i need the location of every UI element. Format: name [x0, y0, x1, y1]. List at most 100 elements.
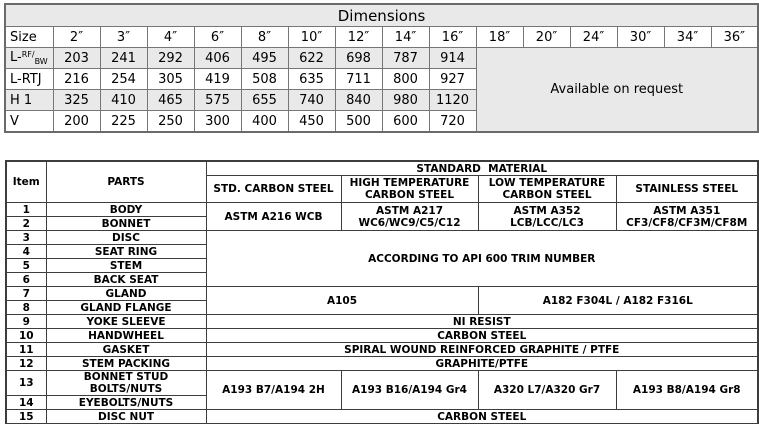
table-row: 12 STEM PACKING GRAPHITE/PTFE — [5, 356, 759, 371]
size-header-cell: 10″ — [287, 26, 336, 48]
item-cell: 3 — [5, 230, 47, 245]
material-value-cell: CARBON STEEL — [205, 328, 759, 343]
header-line: CARBON STEEL — [364, 189, 455, 201]
part-cell: EYEBOLTS/NUTS — [45, 395, 207, 410]
dim-value-cell: 980 — [381, 89, 430, 111]
dim-value-cell: 800 — [381, 68, 430, 90]
material-value-cell: A105 — [205, 286, 479, 315]
size-header-row: Size 2″ 3″ 4″ 6″ 8″ 10″ 12″ 14″ 16″ 18″ … — [4, 26, 759, 48]
table-row: 10 HANDWHEEL CARBON STEEL — [5, 328, 759, 343]
material-value-cell: CARBON STEEL — [205, 409, 759, 424]
size-header-cell: 30″ — [616, 26, 665, 48]
material-value-cell: SPIRAL WOUND REINFORCED GRAPHITE / PTFE — [205, 342, 759, 357]
material-value-cell: A182 F304L / A182 F316L — [477, 286, 759, 315]
parts-column-header: PARTS — [45, 160, 207, 203]
dim-value-cell: 325 — [52, 89, 101, 111]
dim-value-cell: 500 — [334, 110, 383, 133]
size-header-cell: 24″ — [569, 26, 618, 48]
value-line: LCB/LCC/LC3 — [510, 216, 584, 229]
item-cell: 12 — [5, 356, 47, 371]
item-cell: 10 — [5, 328, 47, 343]
size-header-cell: 36″ — [710, 26, 759, 48]
dim-value-cell: 406 — [193, 47, 242, 69]
item-cell: 2 — [5, 216, 47, 231]
dim-value-cell: 600 — [381, 110, 430, 133]
dim-value-cell: 711 — [334, 68, 383, 90]
dim-row-label: H 1 — [4, 89, 54, 111]
value-line: ASTM A351 — [653, 204, 721, 217]
table-row: 1 BODY ASTM A216 WCB ASTM A217 WC6/WC9/C… — [5, 202, 759, 231]
materials-table: Item PARTS STANDARD MATERIAL STD. CARBON… — [5, 160, 759, 424]
header-line: STAINLESS STEEL — [635, 183, 739, 195]
part-cell: STEM PACKING — [45, 356, 207, 371]
item-cell: 6 — [5, 272, 47, 287]
item-cell: 8 — [5, 300, 47, 315]
available-on-request-cell: Available on request — [475, 47, 759, 133]
header-line: CARBON STEEL — [502, 189, 592, 201]
item-column-header: Item — [5, 160, 47, 203]
table-row: 4 SEAT RING — [5, 244, 758, 259]
dimensions-title: Dimensions — [4, 3, 759, 27]
size-header-cell: 16″ — [428, 26, 477, 48]
table-row: 7 GLAND A105 A182 F304L / A182 F316L — [5, 286, 759, 315]
item-cell: 11 — [5, 342, 47, 357]
value-line: ASTM A217 — [376, 204, 443, 217]
material-value-cell: NI RESIST — [205, 314, 759, 329]
item-cell: 13 — [5, 370, 47, 396]
dim-value-cell: 698 — [334, 47, 383, 69]
material-value-cell: ASTM A351 CF3/CF8/CF3M/CF8M — [615, 202, 759, 231]
dim-label-subscript: BW — [34, 57, 48, 66]
table-row: 9 YOKE SLEEVE NI RESIST — [5, 314, 759, 329]
dim-label-prefix: L- — [10, 50, 22, 65]
dim-row-l-rtj: L-RTJ 216 254 305 419 508 635 711 800 92… — [4, 68, 758, 90]
part-cell: HANDWHEEL — [45, 328, 207, 343]
part-cell: BACK SEAT — [45, 272, 207, 287]
item-cell: 4 — [5, 244, 47, 259]
material-value-cell: A193 B7/A194 2H — [205, 370, 342, 410]
dim-value-cell: 914 — [428, 47, 477, 69]
size-header-cell: 6″ — [193, 26, 242, 48]
dim-value-cell: 465 — [146, 89, 195, 111]
part-cell: YOKE SLEEVE — [45, 314, 207, 329]
dim-value-cell: 787 — [381, 47, 430, 69]
material-column-header-std: STD. CARBON STEEL — [205, 175, 342, 203]
standard-material-header: STANDARD MATERIAL — [205, 160, 759, 176]
dim-row-v: V 200 225 250 300 400 450 500 600 720 — [4, 110, 758, 133]
material-value-cell: GRAPHITE/PTFE — [205, 356, 759, 371]
size-header-cell: 14″ — [381, 26, 430, 48]
dim-value-cell: 927 — [428, 68, 477, 90]
material-column-header-high-temp: HIGH TEMPERATURE CARBON STEEL — [340, 175, 479, 203]
dim-value-cell: 622 — [287, 47, 336, 69]
dim-value-cell: 254 — [99, 68, 148, 90]
dim-value-cell: 305 — [146, 68, 195, 90]
size-corner-label: Size — [4, 26, 54, 48]
dim-value-cell: 410 — [99, 89, 148, 111]
dim-value-cell: 250 — [146, 110, 195, 133]
dim-value-cell: 495 — [240, 47, 289, 69]
part-cell: BONNET STUD BOLTS/NUTS — [45, 370, 207, 396]
dim-value-cell: 225 — [99, 110, 148, 133]
size-header-cell: 3″ — [99, 26, 148, 48]
dim-value-cell: 419 — [193, 68, 242, 90]
part-cell: GLAND FLANGE — [45, 300, 207, 315]
part-cell: BODY — [45, 202, 207, 217]
material-value-cell: ASTM A216 WCB — [205, 202, 342, 231]
size-header-cell: 20″ — [522, 26, 571, 48]
dim-row-l-rf-bw: L-RF/BW 203 241 292 406 495 622 698 787 … — [4, 47, 759, 133]
table-row: 2 BONNET — [5, 216, 758, 231]
dim-value-cell: 292 — [146, 47, 195, 69]
table-row: 6 BACK SEAT — [5, 272, 758, 287]
header-line: STD. CARBON STEEL — [213, 183, 334, 195]
header-line: HIGH TEMPERATURE — [349, 177, 470, 189]
dim-row-label: L-RTJ — [4, 68, 54, 90]
item-cell: 9 — [5, 314, 47, 329]
dim-value-cell: 450 — [287, 110, 336, 133]
value-line: WC6/WC9/C5/C12 — [358, 216, 461, 229]
dim-row-h1: H 1 325 410 465 575 655 740 840 980 1120 — [4, 89, 758, 111]
size-header-cell: 34″ — [663, 26, 712, 48]
value-line: ASTM A352 — [513, 204, 581, 217]
size-header-cell: 8″ — [240, 26, 289, 48]
value-line: CF3/CF8/CF3M/CF8M — [626, 216, 748, 229]
dim-value-cell: 300 — [193, 110, 242, 133]
